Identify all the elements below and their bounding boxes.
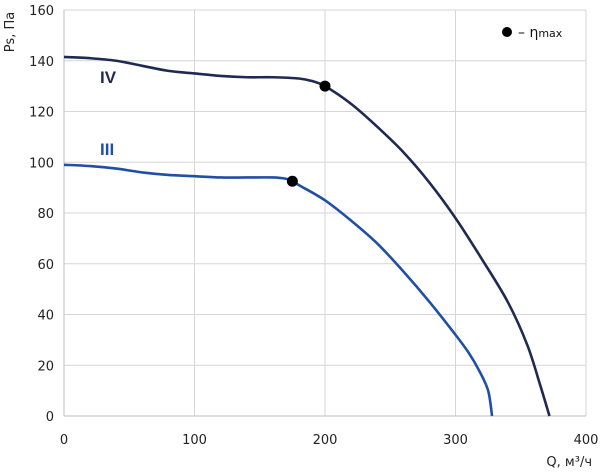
legend-label: – ηmax (518, 25, 563, 41)
series-label-iv: IV (100, 68, 117, 87)
eta-max-point-iv (319, 80, 331, 92)
legend-marker (502, 27, 512, 37)
x-tick-label: 200 (313, 433, 338, 448)
legend-sub: max (538, 27, 562, 40)
x-axis-label: Q, м³/ч (546, 455, 592, 470)
y-tick-labels: 0 20 40 60 80 100 120 140 160 (29, 4, 54, 425)
y-tick-label: 140 (29, 55, 54, 70)
y-tick-label: 120 (29, 106, 54, 121)
legend-eta: η (529, 25, 538, 41)
y-axis-label: Ps, Па (3, 12, 18, 52)
chart-axes (63, 10, 586, 417)
x-tick-label: 300 (443, 433, 468, 448)
x-tick-label: 100 (182, 433, 207, 448)
y-tick-label: 0 (46, 410, 54, 425)
x-tick-labels: 0 100 200 300 400 (60, 433, 599, 448)
series-label-iii: III (100, 140, 114, 159)
y-tick-label: 60 (37, 258, 54, 273)
chart-grid (63, 9, 587, 417)
eta-max-point-iii (286, 175, 298, 187)
chart-series (63, 55, 551, 417)
legend-dash: – (518, 25, 529, 41)
y-tick-label: 100 (29, 156, 54, 171)
legend: – ηmax (502, 25, 563, 41)
series-labels: IV III (100, 68, 117, 159)
series-line-iv (63, 55, 551, 417)
y-tick-label: 80 (37, 207, 54, 222)
y-tick-label: 40 (37, 309, 54, 324)
x-tick-label: 0 (60, 433, 68, 448)
x-tick-label: 400 (574, 433, 599, 448)
series-line-iii (63, 163, 494, 417)
y-tick-label: 160 (29, 4, 54, 19)
y-tick-label: 20 (37, 359, 54, 374)
